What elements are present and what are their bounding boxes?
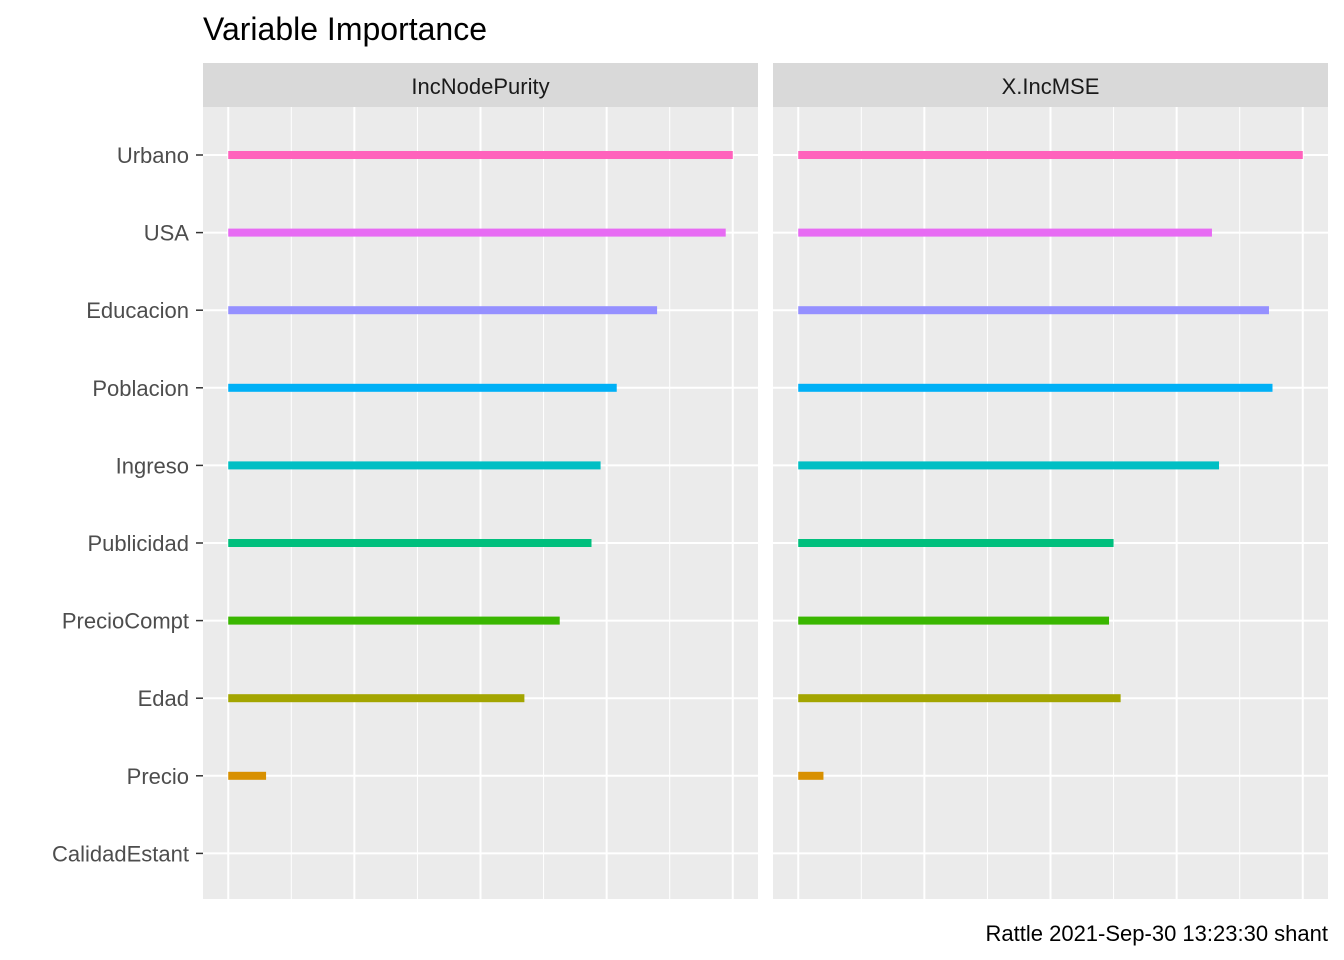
y-tick-label-educacion: Educacion — [86, 298, 189, 323]
y-tick-label-publicidad: Publicidad — [87, 531, 189, 556]
bar-preciocompt — [228, 616, 560, 625]
panel-x-incmse: X.IncMSE — [773, 63, 1328, 899]
y-tick-label-precio: Precio — [127, 764, 189, 789]
y-axis: Urbano USA Educacion Poblacion Ingreso Public… — [52, 143, 203, 866]
facet-strip-label: IncNodePurity — [411, 74, 549, 99]
facet-strip — [203, 63, 758, 107]
bar-poblacion — [798, 383, 1273, 392]
chart-caption: Rattle 2021-Sep-30 13:23:30 shant — [986, 921, 1328, 946]
bar-usa — [798, 228, 1212, 237]
y-tick-label-urbano: Urbano — [117, 143, 189, 168]
bar-publicidad — [798, 539, 1114, 547]
y-tick-label-calidadestant: CalidadEstant — [52, 841, 189, 866]
facet-panels: IncNodePurity X.IncMSE — [203, 63, 1328, 899]
bar-poblacion — [228, 383, 617, 392]
bar-edad — [798, 694, 1121, 703]
panel-incnodepurity: IncNodePurity — [203, 63, 758, 899]
bar-edad — [228, 694, 525, 703]
chart-title: Variable Importance — [203, 11, 487, 47]
bar-publicidad — [228, 539, 592, 547]
bar-urbano — [798, 151, 1303, 159]
bar-preciocompt — [798, 616, 1110, 625]
y-tick-label-preciocompt: PrecioCompt — [62, 609, 189, 634]
bar-precio — [228, 771, 267, 780]
y-tick-label-ingreso: Ingreso — [116, 453, 189, 478]
y-tick-label-usa: USA — [144, 221, 190, 246]
bar-urbano — [228, 151, 733, 159]
y-tick-label-poblacion: Poblacion — [92, 376, 189, 401]
bar-ingreso — [228, 461, 601, 470]
facet-strip-label: X.IncMSE — [1002, 74, 1100, 99]
bar-usa — [228, 228, 726, 237]
y-tick-label-edad: Edad — [138, 686, 189, 711]
bar-precio — [798, 771, 824, 780]
facet-strip — [773, 63, 1328, 107]
bar-educacion — [228, 306, 658, 315]
bar-ingreso — [798, 461, 1220, 470]
bar-educacion — [798, 306, 1269, 315]
